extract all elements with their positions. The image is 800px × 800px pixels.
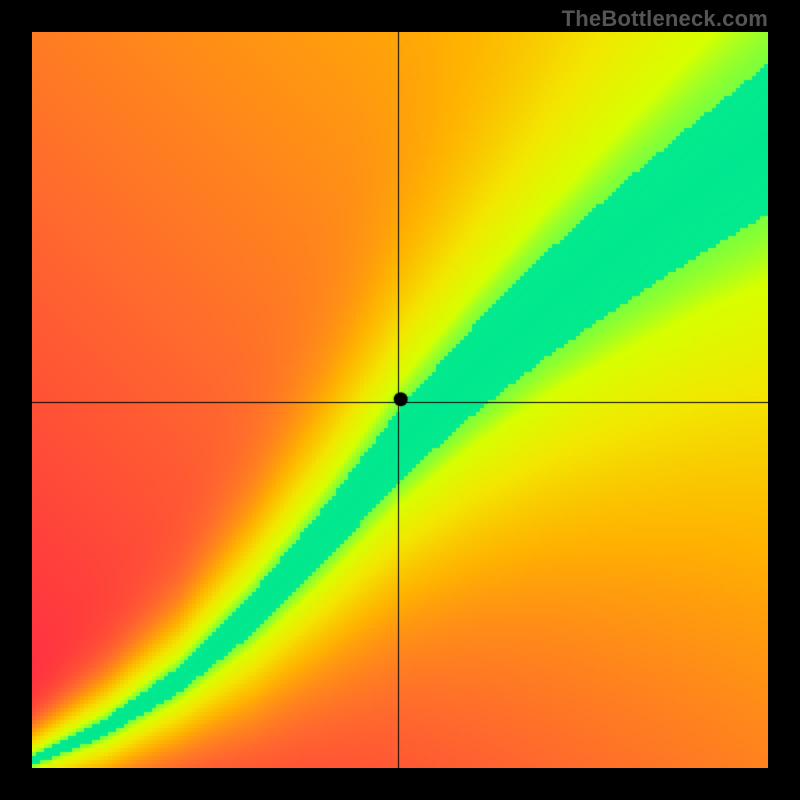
watermark-text: TheBottleneck.com: [562, 6, 768, 32]
chart-container: TheBottleneck.com: [0, 0, 800, 800]
heatmap-plot: [32, 32, 768, 768]
